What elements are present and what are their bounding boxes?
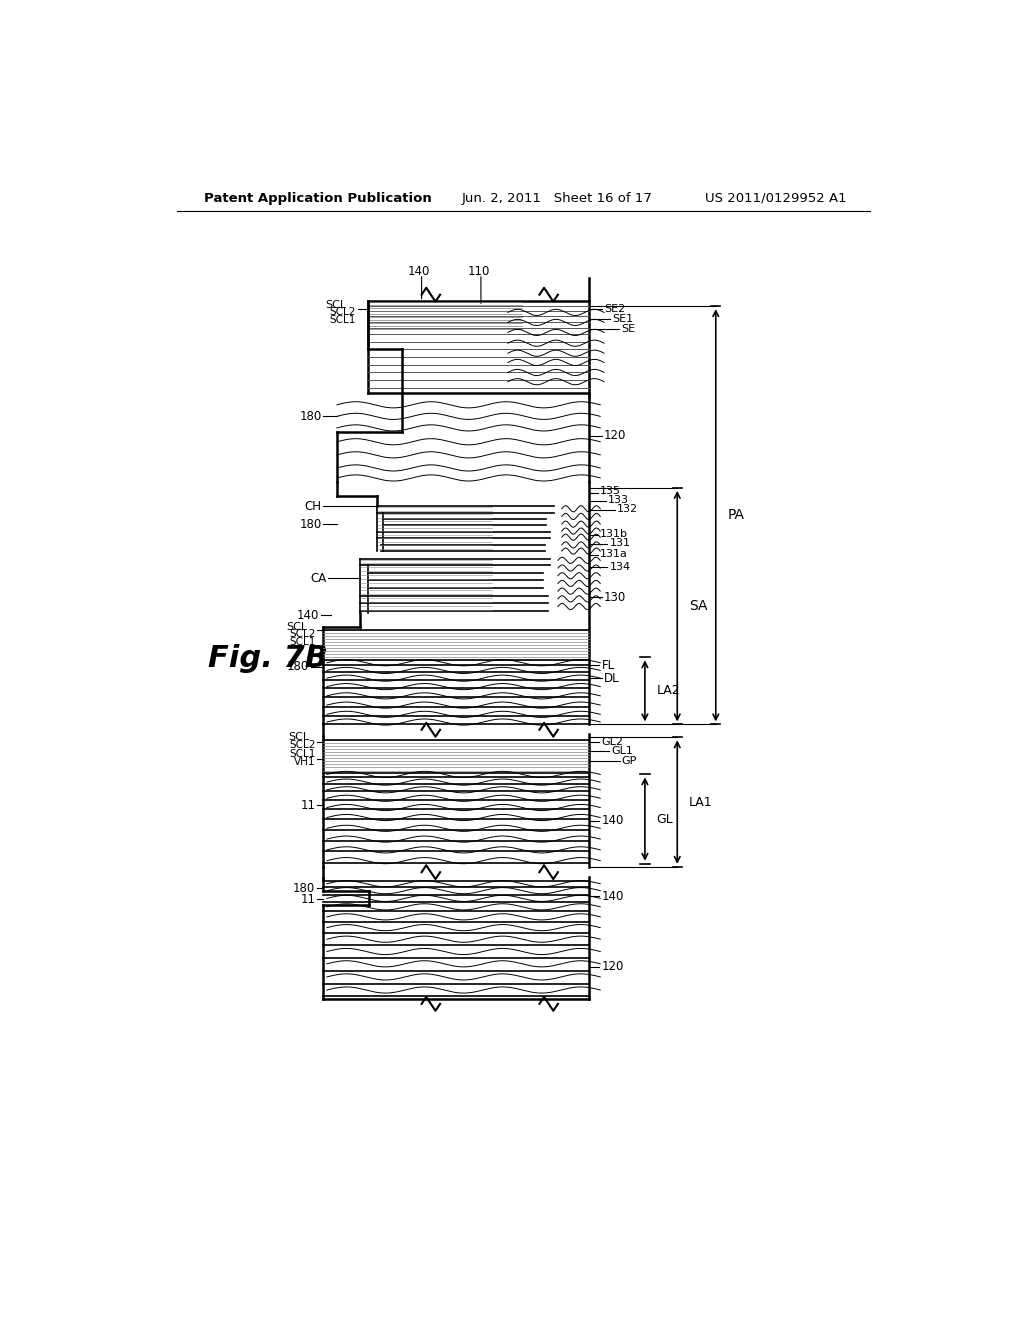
Text: SCL2: SCL2 [329,308,355,317]
Text: DL: DL [604,672,620,685]
Text: VH1: VH1 [294,758,315,767]
Text: LA1: LA1 [689,796,713,809]
Text: SCL1: SCL1 [289,638,315,647]
Text: Jun. 2, 2011   Sheet 16 of 17: Jun. 2, 2011 Sheet 16 of 17 [462,191,652,205]
Text: 135: 135 [600,486,622,496]
Text: 131: 131 [609,539,631,548]
Text: 131a: 131a [600,549,628,560]
Text: CA: CA [310,572,327,585]
Text: 11: 11 [300,799,315,812]
Text: CH: CH [304,500,322,513]
Text: GL: GL [656,813,673,825]
Text: SCL1: SCL1 [289,748,315,759]
Text: 180: 180 [287,660,309,673]
Text: GL1: GL1 [611,746,633,756]
Text: 133: 133 [608,495,629,504]
Text: 120: 120 [602,961,625,973]
Text: 140: 140 [602,890,625,903]
Text: LA2: LA2 [656,684,680,697]
Text: SE2: SE2 [604,304,626,314]
Text: 131b: 131b [600,529,629,539]
Text: Fig. 7B: Fig. 7B [208,644,328,673]
Text: 180: 180 [293,882,315,895]
Text: SCL: SCL [288,733,309,742]
Text: 180: 180 [299,409,322,422]
Text: PA: PA [727,508,744,523]
Text: SCL: SCL [325,300,346,310]
Text: SE1: SE1 [611,314,633,323]
Text: 180: 180 [299,517,322,531]
Text: SCL2: SCL2 [289,630,315,639]
Text: SCL: SCL [287,622,307,631]
Text: 140: 140 [602,814,625,828]
Text: SCL1: SCL1 [329,315,355,325]
Text: 130: 130 [604,591,627,603]
Text: GL2: GL2 [602,737,624,747]
Text: US 2011/0129952 A1: US 2011/0129952 A1 [706,191,847,205]
Text: 11: 11 [300,892,315,906]
Text: 140: 140 [409,265,430,279]
Text: FL: FL [602,659,615,672]
Text: 140: 140 [297,609,319,622]
Text: Patent Application Publication: Patent Application Publication [204,191,431,205]
Text: 134: 134 [609,561,631,572]
Text: 132: 132 [617,504,638,513]
Text: 110: 110 [467,265,489,279]
Text: 120: 120 [604,429,627,442]
Text: SA: SA [689,599,708,614]
Text: SCL2: SCL2 [289,741,315,750]
Text: GP: GP [622,756,637,767]
Text: SE: SE [621,325,635,334]
